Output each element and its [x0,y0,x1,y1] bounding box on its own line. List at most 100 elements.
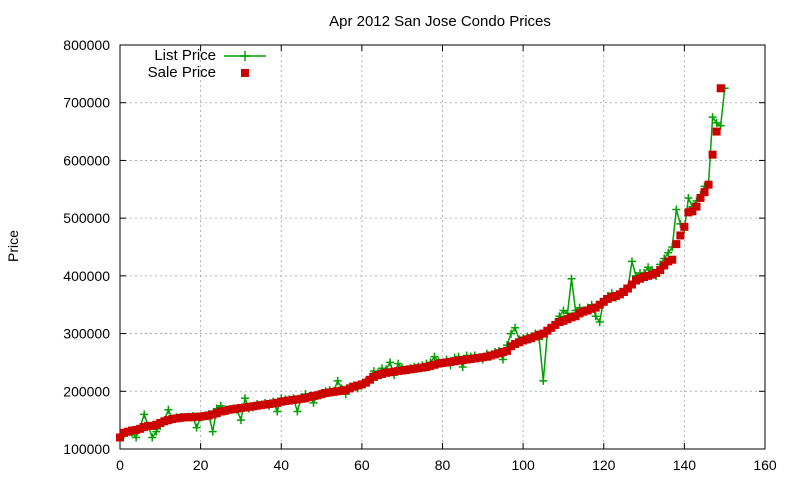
sale-price-point [668,255,677,264]
tick-labels: 0 20 40 60 80 100 120 140 160 100000 200000 300000 4… [63,37,777,473]
sale-price-point [414,364,423,373]
x-tick-label: 80 [435,457,451,473]
sale-price-point [245,402,253,411]
sale-price-point [587,304,596,313]
sale-price-point [394,367,403,376]
list-price-point [712,118,721,127]
series-list-price [116,84,729,442]
list-price-point [684,193,693,202]
list-price-point [507,329,516,338]
sale-price-point [345,384,354,393]
y-tick-label: 300000 [63,326,110,342]
sale-price-point [329,387,338,396]
list-price-point [152,427,161,436]
list-price-point [595,318,604,327]
sale-price-point [623,284,632,293]
sale-price-point [285,396,294,405]
sale-price-point [240,403,249,412]
sale-price-point [172,414,181,423]
sale-price-point [281,397,290,406]
list-price-point [708,113,717,122]
sale-price-point [116,433,124,442]
sale-price-point [168,414,177,423]
sale-price-point [236,404,245,413]
list-price-point [293,407,302,416]
sale-price-point [664,257,673,266]
list-price-point [539,376,548,385]
x-tick-label: 120 [592,457,616,473]
sale-price-point [523,335,532,344]
sale-price-point [132,425,141,434]
sale-price-point [333,387,342,396]
sale-price-point [579,307,588,316]
list-price-point [627,257,636,266]
sale-price-point [692,202,701,211]
sale-price-point [595,300,604,309]
sale-price-point [575,309,584,318]
sale-price-point [184,413,193,422]
sale-price-point [365,375,374,384]
sale-price-point [470,354,479,363]
sale-price-point [563,315,572,324]
y-tick-label: 700000 [63,95,110,111]
sale-price-point [188,413,197,422]
sale-price-point [180,413,189,422]
sale-price-point [652,268,661,277]
sale-price-point [619,288,628,297]
sale-price-point [535,330,544,339]
sale-price-point [124,427,133,436]
sale-price-point [176,413,185,422]
sale-price-point [438,359,447,368]
sale-price-point [555,318,564,327]
sale-price-point [212,409,221,418]
sale-price-point [293,395,302,404]
series-sale-price [116,84,725,442]
sale-price-point [382,368,391,377]
sale-price-point [466,354,475,363]
sale-price-point [515,338,524,347]
sale-price-point [406,365,415,374]
sale-price-point [297,394,306,403]
list-price-point [591,312,600,321]
sale-price-point [458,356,467,365]
sale-price-point [361,378,370,387]
sale-price-point [446,357,455,366]
sale-price-point [313,391,322,400]
sale-price-point [418,363,427,372]
sale-price-point [232,404,241,413]
sale-price-point [321,389,330,398]
sale-price-point [571,312,580,321]
sale-price-point [192,412,201,421]
x-tick-label: 160 [753,457,777,473]
sale-price-point [636,274,645,283]
sale-price-point [204,411,213,420]
y-tick-label: 200000 [63,383,110,399]
sale-price-point [208,410,217,419]
sale-price-point [583,306,592,315]
sale-price-point [704,180,713,189]
list-price-point [567,274,576,283]
x-tick-label: 0 [116,457,124,473]
series-layer [116,84,729,442]
sale-price-point [301,394,310,403]
sale-price-point [196,412,205,421]
sale-price-point [273,398,282,407]
y-tick-label: 400000 [63,268,110,284]
sale-price-point [349,382,358,391]
x-tick-label: 100 [511,457,535,473]
sale-price-point [498,348,507,357]
sale-price-point [450,357,459,366]
sale-price-point [680,222,689,231]
sale-price-point [374,371,382,380]
y-tick-label: 500000 [63,210,110,226]
list-price-point [386,358,395,367]
sale-price-point [317,390,326,399]
y-axis-label: Price [5,230,21,262]
sale-price-point [341,386,350,395]
sale-price-point [474,353,483,362]
list-price-point [273,407,282,416]
list-price-point [240,394,249,403]
sale-price-point [434,359,443,368]
x-tick-label: 60 [354,457,370,473]
sale-price-point [261,400,270,409]
